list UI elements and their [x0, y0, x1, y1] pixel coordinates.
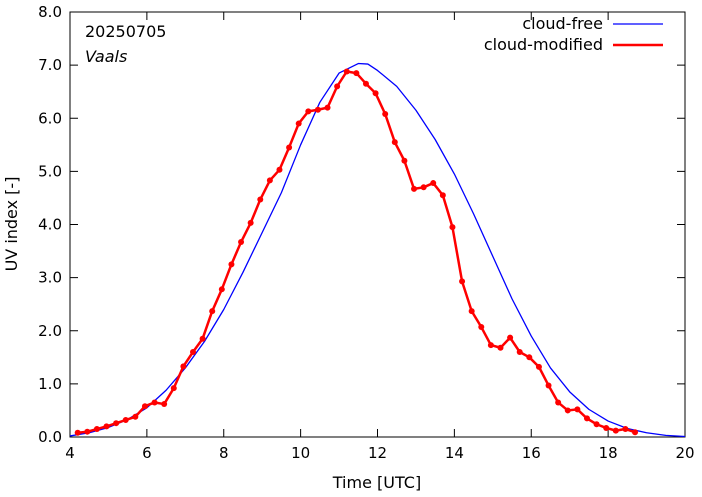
data-point-cloud-modified: [430, 180, 437, 187]
data-point-cloud-modified: [372, 90, 379, 97]
data-point-cloud-modified: [334, 83, 341, 90]
y-tick-label: 4.0: [38, 216, 62, 234]
series-layer: [69, 62, 686, 438]
data-point-cloud-modified: [632, 429, 639, 436]
data-point-cloud-modified: [84, 428, 91, 435]
data-point-cloud-modified: [574, 406, 581, 413]
data-point-cloud-modified: [535, 363, 542, 370]
x-tick-label: 10: [291, 444, 310, 462]
data-point-cloud-modified: [305, 108, 312, 115]
data-point-cloud-modified: [141, 403, 148, 410]
legend-label-cloud-free: cloud-free: [522, 14, 603, 33]
data-point-cloud-modified: [545, 382, 552, 389]
y-tick-labels: 0.0 1.0 2.0 3.0 4.0 5.0 6.0 7.0 8.0: [38, 3, 62, 446]
data-point-cloud-modified: [391, 139, 398, 146]
data-point-cloud-modified: [507, 334, 514, 341]
data-point-cloud-modified: [353, 70, 360, 77]
data-point-cloud-modified: [209, 308, 216, 315]
data-point-cloud-modified: [286, 144, 293, 151]
data-point-cloud-modified: [564, 407, 571, 414]
data-point-cloud-modified: [343, 68, 350, 75]
x-axis-title: Time [UTC]: [332, 473, 421, 492]
date-annotation: 20250705: [85, 22, 166, 41]
data-point-cloud-modified: [199, 335, 206, 342]
y-axis-title: UV index [-]: [2, 177, 21, 272]
data-point-cloud-modified: [420, 184, 427, 191]
y-tick-label: 3.0: [38, 269, 62, 287]
data-point-cloud-modified: [411, 185, 418, 192]
data-point-cloud-modified: [122, 417, 129, 423]
data-point-cloud-modified: [612, 427, 619, 434]
data-point-cloud-modified: [74, 429, 81, 436]
legend-label-cloud-modified: cloud-modified: [484, 35, 603, 54]
x-tick-label: 16: [522, 444, 541, 462]
data-point-cloud-modified: [593, 421, 600, 428]
data-point-cloud-modified: [478, 324, 485, 331]
data-point-cloud-modified: [497, 344, 504, 351]
data-point-cloud-modified: [295, 120, 302, 127]
series-line-cloud-modified: [77, 70, 636, 434]
data-point-cloud-modified: [218, 286, 225, 293]
data-point-cloud-modified: [103, 423, 110, 430]
x-tick-label: 4: [65, 444, 75, 462]
y-tick-label: 8.0: [38, 3, 62, 21]
y-tick-label: 6.0: [38, 109, 62, 127]
x-tick-label: 20: [675, 444, 694, 462]
data-point-cloud-modified: [161, 401, 168, 408]
x-tick-label: 12: [368, 444, 387, 462]
x-tick-label: 14: [445, 444, 464, 462]
data-point-cloud-modified: [228, 261, 235, 268]
data-point-cloud-modified: [449, 224, 456, 231]
data-point-cloud-modified: [362, 80, 369, 87]
axis-ticks: [69, 11, 686, 438]
location-annotation: Vaals: [85, 47, 127, 66]
data-point-cloud-modified: [516, 349, 523, 355]
data-point-cloud-modified: [247, 219, 254, 226]
plot-frame: [69, 11, 686, 438]
x-tick-label: 8: [219, 444, 229, 462]
data-point-cloud-modified: [180, 363, 187, 370]
data-point-cloud-modified: [324, 104, 331, 111]
data-point-cloud-modified: [459, 278, 466, 285]
data-point-cloud-modified: [151, 399, 158, 406]
y-tick-label: 0.0: [38, 428, 62, 446]
data-point-cloud-modified: [190, 349, 196, 355]
legend: cloud-free cloud-modified: [484, 14, 663, 54]
y-tick-label: 7.0: [38, 56, 62, 74]
data-point-cloud-modified: [439, 192, 446, 199]
data-point-cloud-modified: [583, 415, 590, 422]
data-point-cloud-modified: [257, 196, 264, 203]
y-tick-label: 5.0: [38, 162, 62, 180]
x-tick-labels: 4 6 8 10 12 14 16 18 20: [65, 444, 694, 462]
data-point-cloud-modified: [468, 308, 475, 315]
data-point-cloud-modified: [132, 413, 139, 420]
data-point-cloud-modified: [487, 342, 494, 349]
data-point-cloud-modified: [401, 157, 408, 164]
data-point-cloud-modified: [382, 111, 389, 117]
data-point-cloud-modified: [555, 399, 562, 406]
data-point-cloud-modified: [622, 426, 629, 433]
series-line-cloud-free: [69, 62, 686, 438]
data-point-cloud-modified: [170, 385, 177, 392]
data-point-cloud-modified: [238, 239, 245, 246]
x-tick-label: 18: [599, 444, 618, 462]
data-point-cloud-modified: [526, 354, 533, 361]
data-point-cloud-modified: [603, 424, 610, 431]
data-point-cloud-modified: [266, 177, 273, 184]
y-tick-label: 1.0: [38, 375, 62, 393]
data-point-cloud-modified: [276, 166, 283, 173]
y-tick-label: 2.0: [38, 322, 62, 340]
data-point-cloud-modified: [113, 420, 120, 427]
data-point-cloud-modified: [314, 106, 321, 113]
data-point-cloud-modified: [93, 426, 100, 433]
x-tick-label: 6: [142, 444, 152, 462]
